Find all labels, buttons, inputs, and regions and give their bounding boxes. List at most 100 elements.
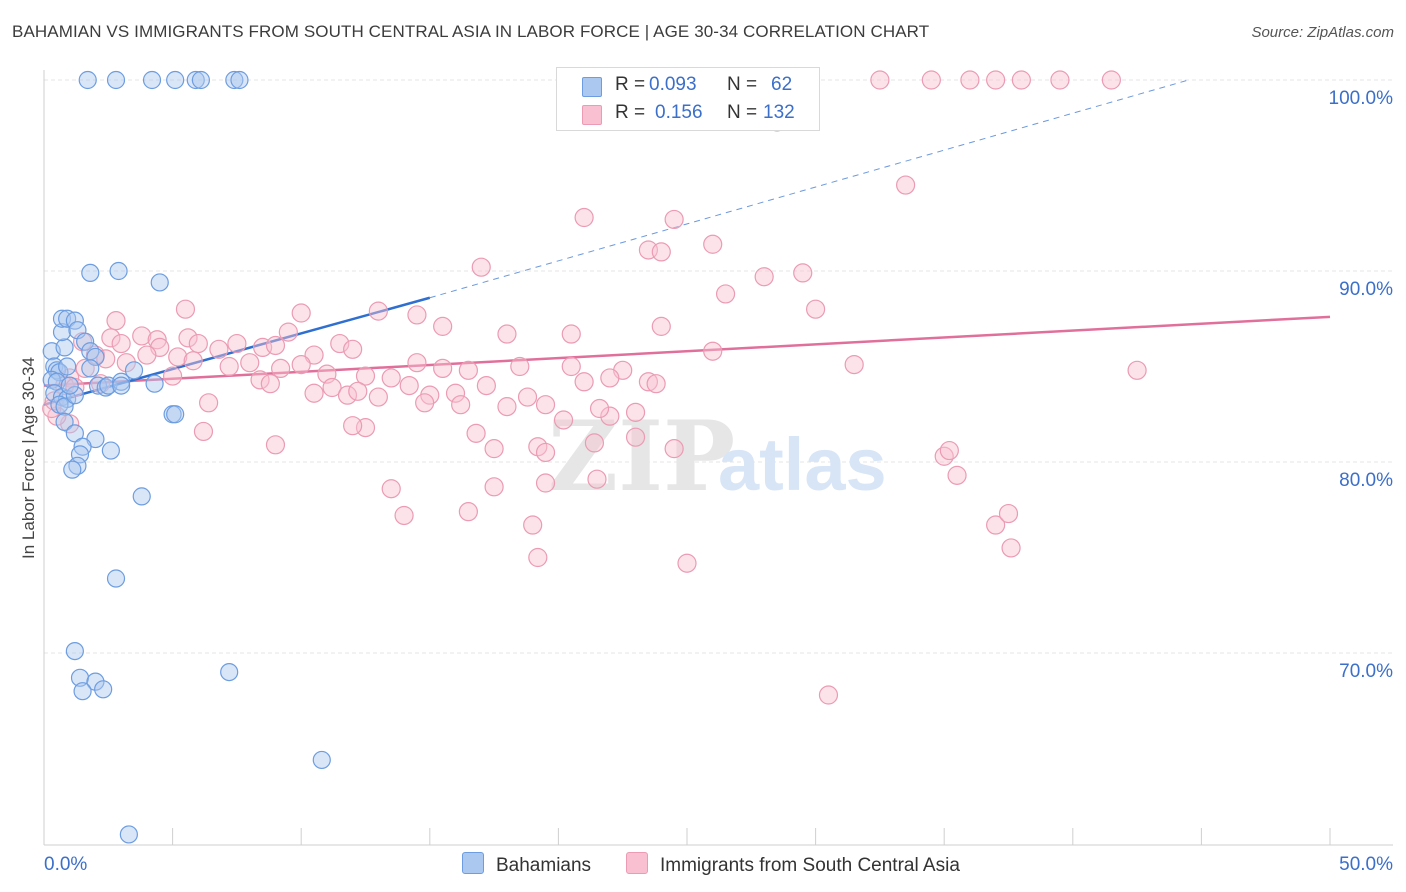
blue-point xyxy=(109,261,128,281)
pink-point xyxy=(106,311,126,331)
blue-point xyxy=(186,70,205,90)
blue-point xyxy=(65,386,84,405)
legend-swatch-blue xyxy=(582,77,602,97)
pink-point xyxy=(587,469,607,489)
pink-point xyxy=(896,175,916,195)
blue-point xyxy=(112,376,131,395)
blue-point xyxy=(220,662,239,682)
pink-point xyxy=(163,366,183,386)
pink-point xyxy=(304,345,324,365)
blue-point xyxy=(106,569,126,588)
legend-n-label: N = xyxy=(727,102,758,123)
pink-point xyxy=(291,354,311,375)
axis-layer xyxy=(43,70,1393,846)
pink-point xyxy=(381,479,401,499)
pink-point xyxy=(528,547,548,568)
pink-point xyxy=(561,324,581,344)
blue-point xyxy=(58,357,77,376)
pink-point xyxy=(337,385,358,405)
pink-point xyxy=(147,330,167,350)
blue-point xyxy=(78,70,97,90)
blue-point xyxy=(119,825,138,844)
pink-point xyxy=(1127,360,1147,380)
pink-point xyxy=(497,397,517,417)
pink-point xyxy=(116,353,136,373)
pink-point xyxy=(584,433,605,453)
y-tick-label: 80.0% xyxy=(1339,470,1393,491)
pink-point xyxy=(715,284,736,304)
pink-point xyxy=(664,209,684,230)
pink-point xyxy=(240,353,260,373)
blue-point xyxy=(65,641,84,661)
blue-point xyxy=(106,70,126,90)
y-axis-label: In Labor Force | Age 30-34 xyxy=(19,357,38,559)
blue-point xyxy=(225,70,244,90)
legend-r-value-bahamians: 0.093 xyxy=(649,74,697,95)
pink-point xyxy=(458,502,478,522)
pink-point xyxy=(471,257,491,277)
pink-point xyxy=(168,347,188,367)
pink-point xyxy=(484,477,504,497)
pink-point xyxy=(476,376,496,396)
pink-point xyxy=(227,333,247,354)
pink-point xyxy=(574,207,594,228)
legend-r-label: R = xyxy=(615,74,646,95)
legend-swatch-pink xyxy=(582,105,602,125)
blue-point xyxy=(81,263,100,283)
blue-point xyxy=(55,412,74,431)
pink-point xyxy=(381,368,401,388)
pink-point xyxy=(183,351,203,371)
pink-point xyxy=(998,503,1019,524)
pink-point xyxy=(535,442,556,463)
pink-point xyxy=(265,335,286,356)
pink-point xyxy=(921,70,941,90)
pink-point xyxy=(625,427,646,447)
pink-point xyxy=(407,353,427,373)
pink-point xyxy=(600,406,620,426)
pink-point xyxy=(600,368,620,388)
pink-point xyxy=(193,421,214,442)
blue-point xyxy=(101,441,120,460)
pink-point xyxy=(355,366,376,386)
pink-point xyxy=(348,381,368,401)
pink-point xyxy=(484,439,504,459)
bottom-swatch-pink xyxy=(626,852,648,874)
pink-point xyxy=(137,345,157,365)
blue-trend-line xyxy=(43,296,431,406)
y-tick-label: 70.0% xyxy=(1339,661,1393,682)
pink-point xyxy=(664,439,684,459)
blue-point xyxy=(81,359,100,378)
pink-point xyxy=(445,383,466,403)
pink-point xyxy=(458,360,478,380)
pink-point xyxy=(703,341,723,361)
bottom-legend-label-immigrants: Immigrants from South Central Asia xyxy=(660,855,960,876)
pink-point xyxy=(304,383,324,403)
pink-point xyxy=(510,356,530,377)
pink-point xyxy=(934,446,954,466)
blue-point xyxy=(55,338,74,357)
pink-point xyxy=(844,354,864,375)
y-tick-label: 90.0% xyxy=(1339,279,1393,300)
pink-point xyxy=(553,410,574,430)
pink-point xyxy=(175,299,196,319)
x-tick-label: 50.0% xyxy=(1339,854,1393,875)
tick-label-layer: 100.0% 90.0% 80.0% 70.0% 0.0% 50.0% xyxy=(44,88,1393,875)
blue-point xyxy=(166,70,185,90)
blue-point xyxy=(76,332,95,351)
pink-point xyxy=(415,393,435,413)
blue-point xyxy=(166,405,185,424)
pink-point xyxy=(638,372,659,392)
pink-point xyxy=(322,377,342,398)
chart-title: BAHAMIAN VS IMMIGRANTS FROM SOUTH CENTRA… xyxy=(12,22,930,41)
x-tick-label: 0.0% xyxy=(44,854,87,875)
pink-point xyxy=(343,339,363,359)
pink-point xyxy=(561,356,581,377)
pink-point xyxy=(451,395,471,415)
pink-point xyxy=(646,374,666,394)
pink-point xyxy=(805,299,826,319)
pink-point xyxy=(986,70,1006,90)
pink-point xyxy=(291,303,311,323)
blue-point xyxy=(70,668,90,687)
blue-point xyxy=(112,372,131,391)
blue-series-points xyxy=(42,70,331,844)
